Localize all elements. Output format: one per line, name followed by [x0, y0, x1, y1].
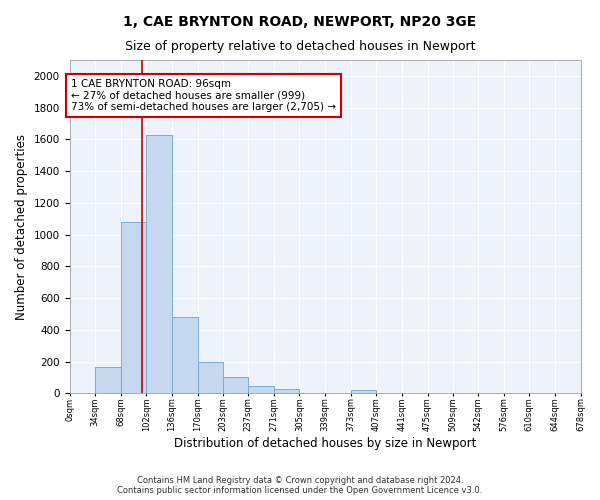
Bar: [248, 386, 274, 394]
Bar: [350, 390, 376, 394]
Text: Contains HM Land Registry data © Crown copyright and database right 2024.
Contai: Contains HM Land Registry data © Crown c…: [118, 476, 482, 495]
Text: 1 CAE BRYNTON ROAD: 96sqm
← 27% of detached houses are smaller (999)
73% of semi: 1 CAE BRYNTON ROAD: 96sqm ← 27% of detac…: [71, 79, 336, 112]
Text: Size of property relative to detached houses in Newport: Size of property relative to detached ho…: [125, 40, 475, 53]
Text: 1, CAE BRYNTON ROAD, NEWPORT, NP20 3GE: 1, CAE BRYNTON ROAD, NEWPORT, NP20 3GE: [124, 15, 476, 29]
X-axis label: Distribution of detached houses by size in Newport: Distribution of detached houses by size …: [174, 437, 476, 450]
Bar: [274, 389, 299, 394]
Bar: [146, 134, 172, 394]
Bar: [172, 317, 197, 394]
Bar: [223, 378, 248, 394]
Bar: [197, 362, 223, 394]
Bar: [95, 367, 121, 394]
Y-axis label: Number of detached properties: Number of detached properties: [15, 134, 28, 320]
Bar: [121, 222, 146, 394]
